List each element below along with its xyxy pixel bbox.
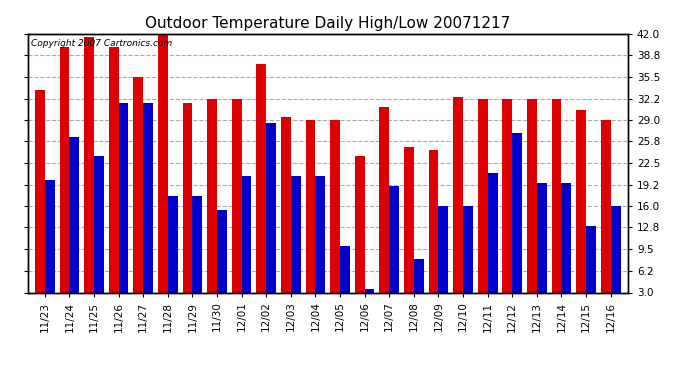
Bar [109, 47, 119, 292]
Title: Outdoor Temperature Daily High/Low 20071217: Outdoor Temperature Daily High/Low 20071… [145, 16, 511, 31]
Bar [232, 99, 241, 292]
Bar [193, 196, 202, 292]
Bar [380, 107, 389, 292]
Bar [340, 246, 350, 292]
Bar [315, 176, 325, 292]
Bar [502, 99, 512, 292]
Bar [611, 206, 620, 292]
Bar [35, 90, 45, 292]
Bar [512, 133, 522, 292]
Bar [463, 206, 473, 292]
Bar [207, 99, 217, 292]
Bar [562, 183, 571, 292]
Bar [217, 210, 227, 292]
Bar [84, 37, 94, 292]
Bar [364, 289, 375, 292]
Bar [586, 226, 596, 292]
Bar [94, 156, 104, 292]
Bar [404, 147, 414, 292]
Bar [266, 123, 276, 292]
Bar [306, 120, 315, 292]
Bar [168, 196, 178, 292]
Bar [133, 77, 144, 292]
Bar [119, 104, 128, 292]
Bar [355, 156, 364, 292]
Bar [389, 186, 399, 292]
Bar [45, 180, 55, 292]
Bar [59, 47, 70, 292]
Bar [291, 176, 301, 292]
Bar [527, 99, 537, 292]
Bar [537, 183, 546, 292]
Bar [551, 99, 562, 292]
Bar [281, 117, 291, 292]
Bar [241, 176, 251, 292]
Text: Copyright 2007 Cartronics.com: Copyright 2007 Cartronics.com [30, 39, 172, 48]
Bar [70, 136, 79, 292]
Bar [601, 120, 611, 292]
Bar [414, 260, 424, 292]
Bar [438, 206, 449, 292]
Bar [158, 34, 168, 292]
Bar [576, 110, 586, 292]
Bar [478, 99, 488, 292]
Bar [144, 104, 153, 292]
Bar [257, 64, 266, 292]
Bar [453, 97, 463, 292]
Bar [183, 104, 193, 292]
Bar [428, 150, 438, 292]
Bar [331, 120, 340, 292]
Bar [488, 173, 497, 292]
